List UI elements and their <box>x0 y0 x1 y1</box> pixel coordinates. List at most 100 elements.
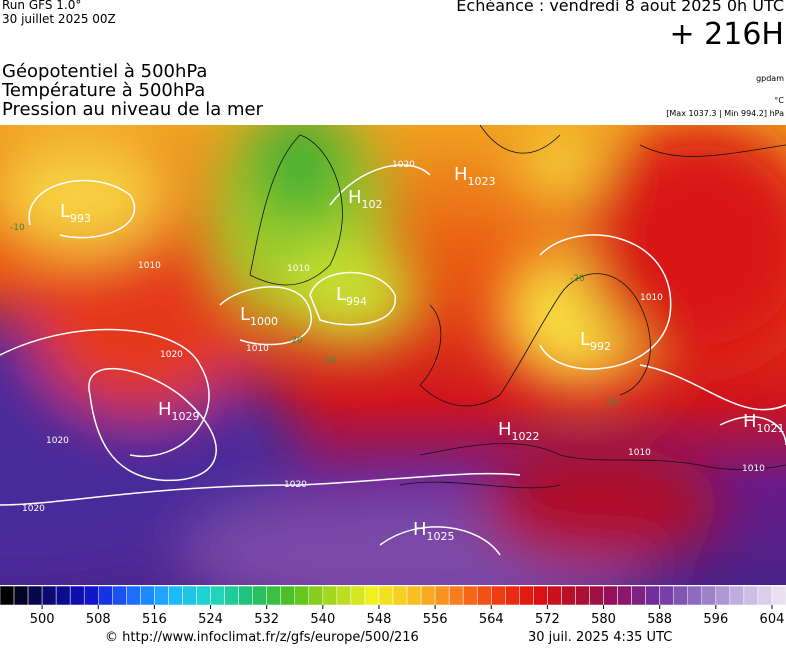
colorbar-swatch <box>0 585 15 606</box>
center-letter: L <box>60 201 70 222</box>
colorbar-swatch <box>280 585 296 606</box>
run: 30 juillet 2025 00Z <box>2 12 116 26</box>
colorbar-swatch <box>715 585 731 606</box>
colorbar-swatch <box>140 585 155 606</box>
colorbar-swatch <box>266 585 281 606</box>
colorbar-swatch <box>757 585 773 606</box>
isotherm-label: -10 <box>10 223 25 233</box>
colorbar-swatch <box>55 585 71 606</box>
isobar-label: 1010 <box>628 448 651 458</box>
colorbar-swatch <box>350 585 366 606</box>
colorbar-swatch <box>631 585 646 606</box>
center-value: 1023 <box>468 175 496 188</box>
colorbar-swatch <box>364 585 380 606</box>
colorbar-swatch <box>196 585 211 606</box>
isobar-label: 1020 <box>22 504 45 514</box>
colorbar-swatch <box>224 585 239 606</box>
colorbar-swatch <box>603 585 618 606</box>
center-letter: H <box>498 419 512 440</box>
center-letter: L <box>336 284 346 305</box>
pressure-center: L992 <box>580 329 611 353</box>
unit: [Max 1037.3 | Min 994.2] hPa <box>666 109 784 118</box>
colorbar-swatch <box>238 585 253 606</box>
pressure-center: L993 <box>60 201 91 225</box>
colorbar-swatch <box>561 585 576 606</box>
pressure-center: H102 <box>348 187 383 211</box>
colorbar-swatch <box>617 585 632 606</box>
center-value: 1029 <box>172 410 200 423</box>
colorbar-swatch <box>420 585 436 606</box>
colorbar-swatch <box>126 585 141 606</box>
pressure-center: H1029 <box>158 399 200 423</box>
colorbar-swatch <box>519 585 534 606</box>
isobar-label: 1020 <box>392 160 415 170</box>
colorbar-tick-label: 508 <box>86 612 111 627</box>
colorbar-tick-label: 564 <box>479 612 504 627</box>
colorbar-swatch <box>645 585 660 606</box>
isobar-label: 1010 <box>287 264 310 274</box>
valid-time: Echéance : vendredi 8 aout 2025 0h UTC <box>456 0 784 15</box>
colorbar-swatch <box>83 585 99 606</box>
isobar-label: 1020 <box>46 436 69 446</box>
center-value: 994 <box>346 295 367 308</box>
colorbar-swatch <box>168 585 183 606</box>
colorbar-tick-label: 580 <box>591 612 616 627</box>
colorbar-swatch <box>392 585 408 606</box>
lead-time: + 216H <box>669 17 785 52</box>
center-letter: L <box>240 304 250 325</box>
colorbar-swatch <box>378 585 394 606</box>
isobars <box>0 164 786 556</box>
footer-url: © http://www.infoclimat.fr/z/gfs/europe/… <box>105 630 419 645</box>
colorbar-swatch <box>448 585 464 606</box>
colorbar-tick-label: 604 <box>760 612 785 627</box>
center-value: 1025 <box>427 530 455 543</box>
colorbar-tick-label: 548 <box>367 612 392 627</box>
colorbar-swatch <box>98 585 113 606</box>
colorbar-swatch <box>322 585 338 606</box>
colorbar-swatch <box>252 585 267 606</box>
colorbar-swatch <box>182 585 197 606</box>
isobar-label: 1010 <box>640 293 663 303</box>
colorbar-swatch <box>547 585 562 606</box>
colorbar-swatch <box>687 585 703 606</box>
colorbar-swatch <box>434 585 450 606</box>
isobar-label: 1010 <box>742 464 765 474</box>
isobar-label: 1010 <box>246 344 269 354</box>
title: Pression au niveau de la mer <box>2 99 263 120</box>
colorbar-tick-label: 524 <box>198 612 223 627</box>
pressure-center: L994 <box>336 284 367 308</box>
colorbar-tick-label: 516 <box>142 612 167 627</box>
isobar-label: 1010 <box>138 261 161 271</box>
colorbar-swatch <box>41 585 57 606</box>
field-blobs <box>0 125 786 585</box>
pressure-center: H1021 <box>743 411 785 435</box>
isobar-label: 1020 <box>284 480 307 490</box>
colorbar-tick-label: 532 <box>254 612 279 627</box>
colorbar: 500 508 516 524 532 540 548 556 564 572 580 588 596 6… <box>0 585 786 627</box>
center-letter: H <box>413 519 427 540</box>
isotherm-label: -10 <box>604 398 619 408</box>
coastlines <box>249 125 786 489</box>
colorbar-swatch <box>771 585 786 606</box>
center-letter: L <box>580 329 590 350</box>
colorbar-tick-label: 588 <box>647 612 672 627</box>
colorbar-swatch <box>659 585 674 606</box>
pressure-center: H1022 <box>498 419 540 443</box>
isotherm-label: -20 <box>570 274 585 284</box>
model: Run GFS 1.0° <box>2 0 82 12</box>
center-letter: H <box>454 164 468 185</box>
colorbar-swatch <box>673 585 689 606</box>
center-letter: H <box>348 187 362 208</box>
colorbar-swatch <box>406 585 422 606</box>
colorbar-swatch <box>589 585 604 606</box>
colorbar-swatch <box>69 585 85 606</box>
unit: gpdam <box>756 74 784 83</box>
colorbar-swatch <box>505 585 520 606</box>
title: Température à 500hPa <box>2 80 206 101</box>
colorbar-tick-label: 500 <box>30 612 55 627</box>
center-value: 1000 <box>250 315 278 328</box>
isobar-label: 1020 <box>160 350 183 360</box>
colorbar-swatch <box>154 585 169 606</box>
title: Géopotentiel à 500hPa <box>2 61 208 82</box>
